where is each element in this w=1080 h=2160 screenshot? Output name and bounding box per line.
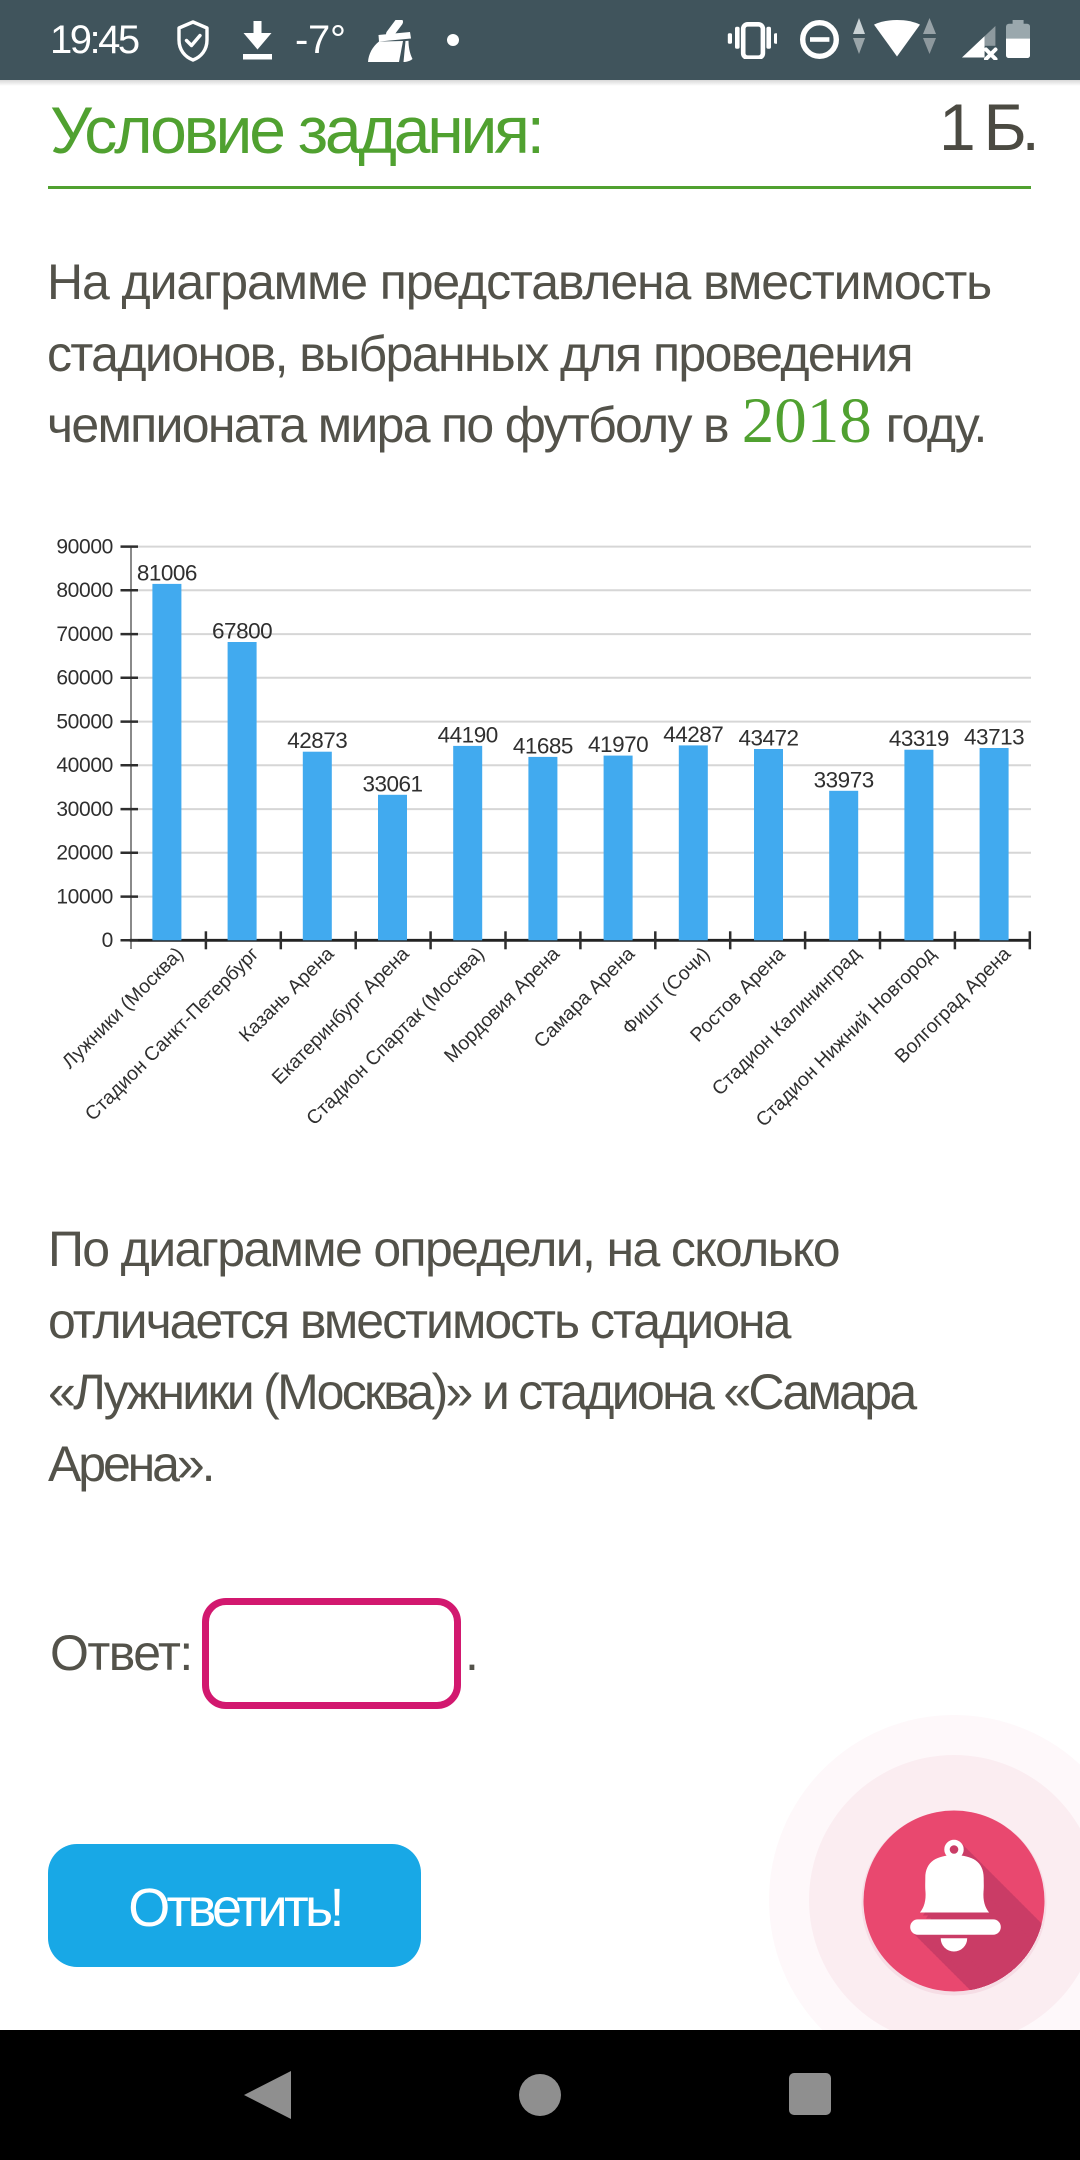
- svg-text:70000: 70000: [56, 623, 113, 646]
- svg-text:43713: 43713: [964, 725, 1024, 750]
- svg-text:90000: 90000: [56, 535, 113, 558]
- svg-text:81006: 81006: [137, 560, 197, 585]
- svg-text:Стадион Калининград: Стадион Калининград: [708, 943, 865, 1100]
- svg-text:41685: 41685: [513, 733, 573, 758]
- svg-text:30000: 30000: [56, 798, 113, 821]
- svg-text:Лужники (Москва): Лужники (Москва): [58, 943, 188, 1073]
- svg-text:20000: 20000: [56, 842, 113, 865]
- svg-text:50000: 50000: [56, 710, 113, 733]
- svg-text:80000: 80000: [56, 579, 113, 602]
- svg-text:33973: 33973: [814, 767, 874, 792]
- svg-text:33061: 33061: [362, 771, 422, 796]
- svg-text:44190: 44190: [438, 722, 498, 747]
- svg-text:10000: 10000: [56, 885, 113, 908]
- svg-text:42873: 42873: [287, 728, 347, 753]
- svg-text:Екатеринбург Арена: Екатеринбург Арена: [268, 943, 414, 1089]
- svg-text:44287: 44287: [663, 722, 723, 747]
- svg-text:67800: 67800: [212, 619, 272, 644]
- svg-text:40000: 40000: [56, 754, 113, 777]
- svg-text:60000: 60000: [56, 667, 113, 690]
- svg-text:43472: 43472: [738, 726, 798, 751]
- svg-text:43319: 43319: [889, 726, 949, 751]
- svg-text:41970: 41970: [588, 732, 648, 757]
- svg-text:0: 0: [102, 929, 113, 952]
